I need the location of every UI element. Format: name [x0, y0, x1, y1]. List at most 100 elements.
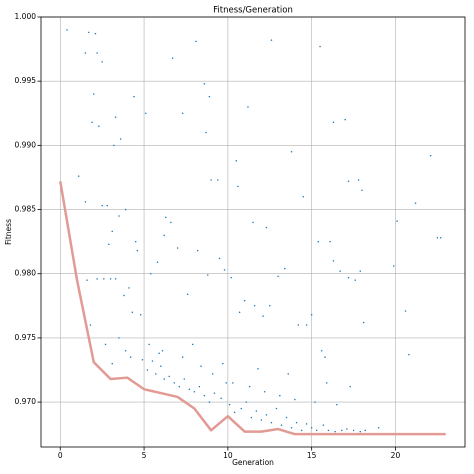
- point: [332, 260, 335, 262]
- point: [176, 247, 179, 249]
- point: [225, 382, 227, 384]
- point: [205, 131, 207, 134]
- point: [237, 185, 239, 188]
- point: [103, 278, 105, 280]
- point: [66, 29, 68, 31]
- point: [218, 257, 221, 260]
- point: [404, 310, 407, 312]
- point: [119, 138, 122, 140]
- point: [310, 314, 313, 316]
- point: [305, 423, 308, 425]
- point: [359, 270, 362, 272]
- point: [329, 240, 331, 243]
- point: [181, 356, 184, 358]
- point: [361, 189, 363, 192]
- point: [275, 407, 278, 410]
- point: [362, 321, 365, 324]
- point: [284, 267, 286, 270]
- point: [183, 378, 186, 380]
- point: [128, 287, 130, 289]
- point: [357, 179, 360, 181]
- point: [302, 195, 305, 198]
- point: [88, 31, 90, 34]
- point: [156, 261, 159, 263]
- point: [173, 382, 175, 384]
- point: [101, 204, 103, 207]
- point: [324, 356, 326, 358]
- point: [349, 385, 351, 388]
- point: [139, 314, 142, 316]
- point: [96, 52, 98, 54]
- point: [377, 426, 380, 429]
- point: [322, 424, 325, 426]
- point: [133, 95, 135, 98]
- point: [354, 279, 356, 281]
- x-axis-label: Generation: [232, 458, 274, 467]
- point: [207, 274, 209, 276]
- point: [439, 237, 442, 239]
- point: [257, 367, 259, 370]
- point: [136, 249, 139, 252]
- point: [161, 349, 164, 352]
- point: [113, 144, 115, 147]
- point: [141, 358, 144, 361]
- y-tick-label: 0.995: [15, 76, 37, 85]
- point: [265, 414, 268, 416]
- point: [270, 421, 273, 424]
- point: [150, 272, 152, 275]
- point: [364, 429, 367, 432]
- point: [344, 118, 346, 121]
- point: [158, 352, 160, 355]
- point: [108, 243, 110, 245]
- point: [248, 385, 251, 388]
- point: [146, 369, 149, 371]
- point: [327, 429, 330, 432]
- point: [408, 353, 410, 356]
- point: [168, 375, 170, 378]
- point: [129, 356, 132, 358]
- point: [123, 294, 125, 297]
- y-tick-label: 0.980: [15, 269, 37, 278]
- point: [213, 392, 216, 394]
- point: [191, 343, 194, 346]
- point: [212, 373, 214, 375]
- point: [171, 57, 174, 59]
- point: [336, 403, 338, 406]
- point: [270, 39, 273, 41]
- point: [198, 385, 201, 388]
- point: [195, 40, 197, 43]
- point: [181, 112, 184, 115]
- point: [300, 429, 303, 432]
- point: [114, 116, 117, 118]
- point: [247, 106, 249, 108]
- point: [310, 426, 313, 429]
- y-tick-label: 0.975: [15, 333, 37, 342]
- point: [252, 221, 254, 224]
- point: [285, 416, 288, 419]
- point: [232, 382, 234, 384]
- point: [339, 270, 341, 272]
- point: [203, 82, 206, 85]
- point: [118, 337, 120, 339]
- point: [233, 411, 236, 414]
- point: [245, 401, 248, 403]
- point: [347, 276, 350, 279]
- point: [134, 240, 137, 243]
- y-tick-label: 0.990: [15, 140, 37, 149]
- point: [124, 349, 127, 352]
- point: [200, 365, 202, 367]
- point: [104, 343, 107, 346]
- point: [124, 208, 127, 211]
- point: [148, 343, 150, 346]
- point: [314, 401, 316, 403]
- point: [265, 226, 268, 229]
- plot-frame: [40, 16, 466, 448]
- point: [253, 305, 256, 307]
- point: [163, 378, 165, 380]
- point: [196, 249, 199, 252]
- point: [235, 160, 237, 162]
- point: [332, 121, 335, 124]
- point: [188, 388, 191, 390]
